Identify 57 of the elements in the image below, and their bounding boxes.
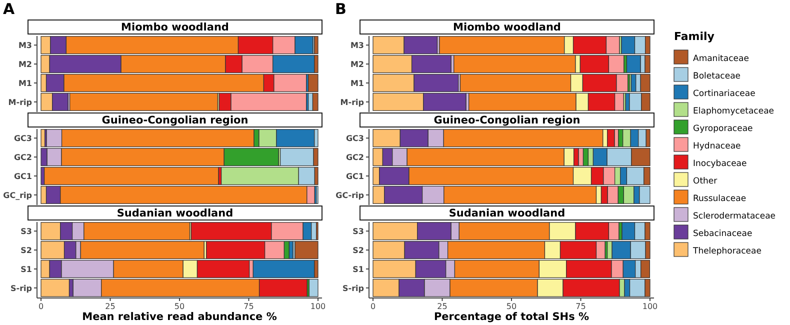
x-tick-label: 25	[105, 302, 116, 311]
y-tick-label: M3	[18, 41, 32, 50]
x-tick-label: 100	[310, 302, 326, 311]
y-tick-label: GC_rip	[3, 190, 32, 200]
text: B	[335, 0, 346, 18]
legend-label: Other	[693, 176, 718, 186]
y-tick-label: M-rip	[340, 98, 364, 107]
legend-label: Russulaceae	[693, 194, 746, 204]
y-tick-label: GC1	[346, 172, 364, 181]
text: A	[3, 0, 15, 18]
x-tick-label: 0	[370, 302, 376, 311]
x-tick-label: 75	[244, 302, 254, 311]
y-tick-label: S1	[20, 264, 32, 274]
legend-label: Elaphomycetaceae	[693, 106, 774, 116]
legend-label: Inocybaceae	[693, 159, 747, 169]
y-tick-label: GC3	[14, 134, 32, 144]
x-axis-title: Mean relative read abundance %	[82, 311, 278, 323]
legend-label: Hydnaceae	[693, 142, 741, 152]
y-tick-label: S-rip	[10, 284, 32, 293]
y-tick-label: S3	[352, 227, 364, 236]
x-axis-title: Percentage of total SHs %	[434, 311, 590, 323]
legend-title: Family	[674, 30, 714, 43]
legend-label: Cortinariaceae	[693, 89, 756, 99]
chart-title: Miombo woodland	[121, 22, 229, 34]
y-tick-label: S-rip	[342, 284, 364, 293]
chart-title: Guineo-Congolian region	[102, 114, 248, 126]
y-tick-label: GC1	[14, 172, 32, 181]
chart-title: Sudanian woodland	[448, 208, 566, 220]
y-tick-label: GC-rip	[336, 190, 364, 200]
legend-label: Gyroporaceae	[693, 124, 753, 134]
y-tick-label: GC2	[346, 153, 364, 162]
legend-label: Sclerodermataceae	[693, 212, 776, 222]
y-tick-label: GC2	[14, 153, 32, 162]
y-tick-label: S3	[20, 227, 32, 236]
y-tick-label: M2	[18, 60, 32, 70]
chart-title: Guineo-Congolian region	[434, 114, 580, 126]
x-tick-label: 25	[437, 302, 448, 311]
chart-title: Sudanian woodland	[116, 208, 234, 220]
y-tick-label: M1	[18, 78, 32, 88]
y-tick-label: S2	[20, 246, 32, 256]
x-tick-label: 50	[174, 302, 185, 311]
x-tick-label: 50	[506, 302, 517, 311]
x-tick-label: 0	[38, 302, 44, 311]
x-tick-label: 75	[576, 302, 586, 311]
chart-title: Miombo woodland	[453, 22, 561, 34]
y-tick-label: M2	[350, 60, 364, 70]
y-tick-label: M-rip	[8, 98, 32, 107]
y-tick-label: M3	[350, 41, 364, 50]
y-tick-label: M1	[350, 78, 364, 88]
legend-label: Amanitaceae	[693, 54, 749, 64]
x-tick-label: 100	[642, 302, 658, 311]
legend-label: Boletaceae	[693, 72, 741, 82]
legend-label: Sebacinaceae	[693, 229, 752, 239]
y-tick-label: GC3	[346, 134, 364, 144]
y-tick-label: S1	[352, 264, 364, 274]
legend-label: Thelephoraceae	[692, 246, 762, 256]
y-tick-label: S2	[352, 246, 364, 256]
